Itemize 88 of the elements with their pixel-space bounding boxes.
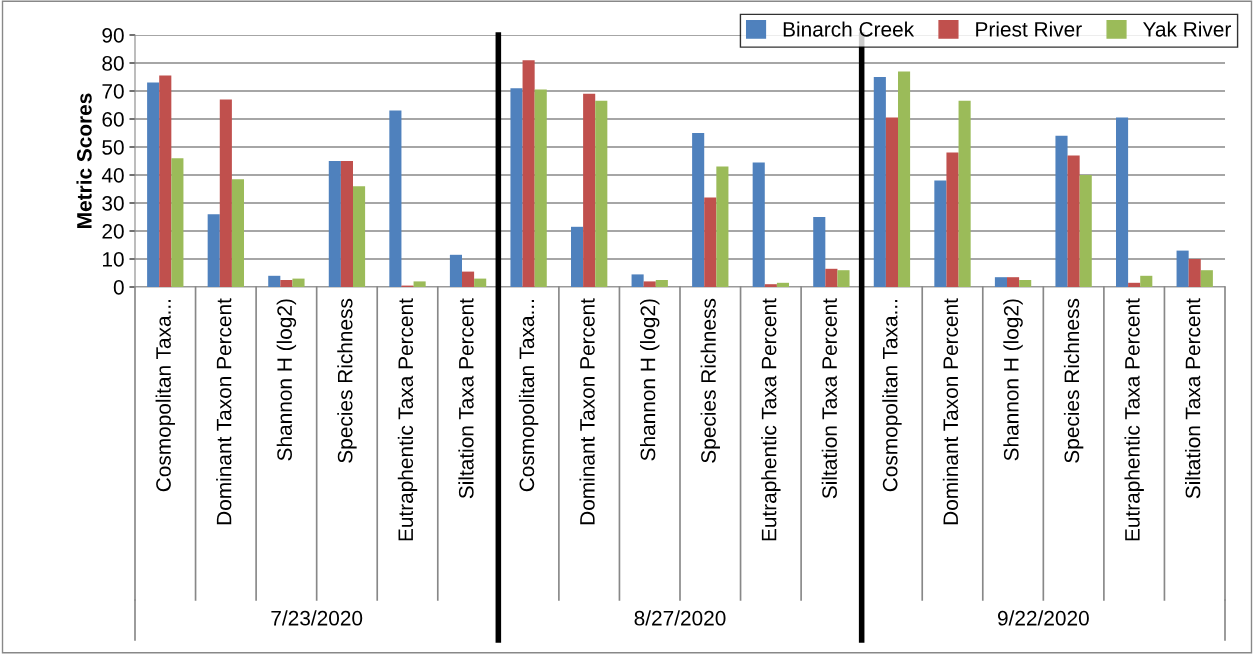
- bar: [280, 280, 293, 287]
- x-tick-label: Shannon H (log2): [640, 299, 660, 461]
- bar: [389, 110, 402, 287]
- x-tick-label: Species Richness: [337, 298, 357, 463]
- bar: [1128, 282, 1141, 287]
- bar: [353, 186, 366, 287]
- bar: [522, 60, 535, 287]
- bar: [219, 99, 232, 287]
- x-tick-label: Siltation Taxa Percent: [458, 298, 474, 499]
- y-tick-label: 20: [102, 224, 124, 239]
- x-tick-label: Dominant Taxon Percent: [216, 298, 232, 525]
- bar: [171, 158, 184, 287]
- y-tick-label: 30: [102, 196, 124, 211]
- bar: [413, 281, 426, 287]
- x-tick-label: Species Richness: [700, 298, 720, 463]
- bar: [231, 179, 244, 287]
- bar: [898, 71, 911, 287]
- bar: [1079, 175, 1092, 287]
- x-tick-label: Eutraphentic Taxa Percent: [1124, 298, 1144, 541]
- bar: [595, 100, 608, 287]
- bar: [752, 162, 765, 287]
- y-tick-label: 50: [102, 140, 124, 155]
- legend-label: Priest River: [976, 21, 1082, 37]
- x-tick-label: Dominant Taxon Percent: [942, 298, 959, 525]
- bar: [776, 282, 789, 287]
- bar: [704, 197, 717, 287]
- bar: [946, 152, 959, 287]
- x-tick-label: Dominant Taxon Percent: [579, 298, 595, 525]
- y-tick-label: 80: [102, 56, 124, 71]
- y-tick-label: 70: [102, 84, 124, 99]
- bar: [328, 161, 341, 287]
- x-tick-label: Eutraphentic Taxa Percent: [397, 298, 418, 541]
- bar: [292, 278, 305, 287]
- x-tick-label: Siltation Taxa Percent: [821, 298, 837, 499]
- y-tick-label: 60: [102, 112, 124, 127]
- bar: [571, 226, 584, 287]
- bar: [716, 166, 729, 287]
- legend-label: Yak River: [1143, 21, 1231, 37]
- text: 9/22/2020: [997, 610, 1089, 626]
- bar: [449, 254, 462, 287]
- bar: [1116, 117, 1129, 287]
- text: 7/23/2020: [271, 610, 363, 626]
- text: 8/27/2020: [634, 610, 726, 626]
- bar: [643, 281, 656, 287]
- bar: [692, 133, 705, 287]
- bar: [825, 268, 838, 287]
- x-tick-label: Eutraphentic Taxa Percent: [761, 298, 781, 541]
- bar: [583, 93, 596, 287]
- bar: [474, 278, 487, 287]
- x-tick-label: Cosmopolitan Taxa...: [518, 300, 539, 492]
- bar: [1140, 275, 1153, 287]
- x-tick-label: Cosmopolitan Taxa...: [882, 300, 902, 492]
- bar: [1007, 277, 1020, 287]
- bar: [462, 271, 475, 287]
- bar: [1188, 259, 1201, 287]
- bar: [655, 280, 668, 287]
- bar: [207, 214, 220, 287]
- x-tick-label: Shannon H (log2): [1003, 299, 1023, 461]
- x-tick-label: Species Richness: [1063, 298, 1084, 463]
- y-tick-label: 90: [102, 28, 124, 43]
- y-tick-label: 10: [103, 252, 124, 267]
- bar: [873, 77, 886, 287]
- x-tick-label: Cosmopolitan Taxa...: [155, 300, 175, 492]
- y-tick-label: 40: [101, 168, 124, 183]
- bar: [994, 277, 1007, 287]
- bar: [340, 161, 353, 287]
- bar: [534, 89, 547, 287]
- bar: [631, 274, 644, 287]
- bar: [1200, 270, 1213, 287]
- bar: [764, 284, 777, 287]
- bar: [958, 100, 971, 287]
- bar: [159, 75, 172, 287]
- bar: [813, 217, 826, 287]
- bar: [885, 117, 898, 287]
- bar: [510, 88, 523, 287]
- y-tick-label: 0: [113, 280, 124, 295]
- x-tick-label: Siltation Taxa Percent: [1185, 298, 1201, 499]
- bar: [1067, 155, 1080, 287]
- y-axis-title: Metric Scores: [76, 93, 92, 228]
- bar: [1055, 135, 1068, 287]
- bar: [934, 180, 947, 287]
- bar: [1019, 280, 1032, 287]
- bar: [837, 270, 850, 287]
- bar: [1176, 250, 1189, 287]
- bar: [147, 82, 160, 287]
- legend-label: Binarch Creek: [783, 21, 915, 37]
- x-tick-label: Shannon H (log2): [276, 299, 297, 461]
- bar: [268, 275, 281, 287]
